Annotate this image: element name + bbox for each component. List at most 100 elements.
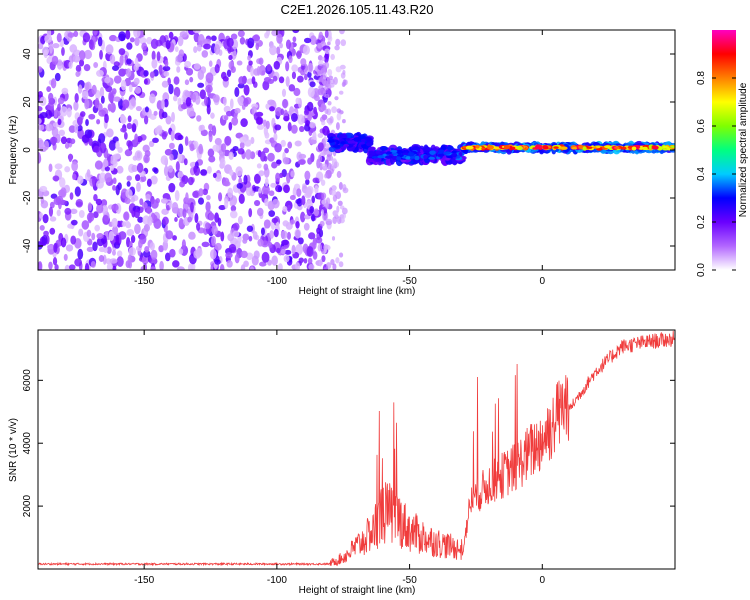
- spectrogram-cell: [111, 217, 118, 228]
- spectrogram-x-ticks: -150 -100 -50 0: [134, 30, 546, 287]
- spectrogram-cell: [282, 205, 288, 212]
- spectrogram-cell: [133, 77, 140, 85]
- spectrogram-cell: [322, 62, 326, 70]
- spectrogram-cell: [70, 138, 76, 145]
- spectrogram-cell: [325, 197, 331, 205]
- spectrogram-cell: [121, 221, 126, 227]
- spectrogram-cell: [243, 174, 248, 185]
- spectrogram-cell: [86, 169, 91, 178]
- spectrogram-cell: [172, 260, 180, 268]
- spectrogram-cell: [255, 42, 260, 51]
- spectrogram-cell: [327, 35, 333, 43]
- spectrogram-cell: [155, 198, 160, 204]
- spectrogram-cell: [323, 243, 329, 251]
- spectrogram-cell: [305, 119, 311, 127]
- spectrogram-cell: [81, 220, 90, 230]
- spectrogram-cell: [130, 96, 136, 107]
- spectrogram-cell: [140, 266, 146, 270]
- spectrogram-cell: [228, 54, 233, 61]
- spectrogram-cell: [100, 199, 108, 207]
- spectrogram-cell: [174, 216, 178, 223]
- spectrogram-cell: [120, 127, 127, 133]
- spectrogram-cell: [327, 68, 333, 77]
- spectrogram-cell: [180, 103, 189, 110]
- spectrogram-cell: [652, 145, 659, 150]
- spectrogram-cell: [262, 147, 270, 154]
- spectrogram-cell: [258, 64, 266, 76]
- snr-x-ticks: -150 -100 -50 0: [134, 330, 546, 586]
- spectrogram-cell: [156, 51, 161, 62]
- spectrogram-cell: [153, 167, 159, 174]
- spectrogram-cell: [242, 238, 248, 244]
- spectrogram-cell: [308, 232, 316, 240]
- spectrogram-cell: [247, 37, 255, 49]
- spectrogram-cell: [340, 39, 347, 47]
- spectrogram-cell: [329, 115, 334, 124]
- spectrogram-cell: [95, 89, 101, 100]
- spectrogram-cell: [144, 150, 151, 158]
- spectrogram-y-tick-label: 0: [22, 147, 33, 153]
- spectrogram-cell: [165, 39, 171, 50]
- spectrogram-cell: [256, 66, 261, 76]
- spectrogram-cell: [266, 63, 272, 72]
- spectrogram-cell: [98, 133, 106, 144]
- spectrogram-cell: [198, 143, 203, 155]
- spectrogram-cell: [196, 115, 202, 122]
- spectrogram-cell: [322, 125, 330, 136]
- spectrogram-cell: [335, 257, 340, 264]
- spectrogram-cell: [151, 59, 158, 69]
- spectrogram-cell: [239, 141, 245, 149]
- spectrogram-cell: [256, 124, 265, 130]
- spectrogram-cell: [341, 207, 348, 215]
- spectrogram-marks: [38, 30, 675, 270]
- spectrogram-cell: [172, 235, 177, 241]
- spectrogram-cell: [328, 155, 334, 161]
- spectrogram-cell: [144, 246, 150, 253]
- colorbar-ticks: 0.0 0.2 0.4 0.6 0.8: [696, 71, 736, 277]
- spectrogram-cell: [238, 76, 245, 85]
- spectrogram-cell: [99, 49, 103, 60]
- spectrogram-cell: [109, 54, 116, 64]
- spectrogram-cell: [191, 93, 196, 103]
- spectrogram-cell: [274, 142, 282, 153]
- spectrogram-cell: [38, 139, 45, 150]
- spectrogram-cell: [229, 210, 238, 219]
- spectrogram-cell: [160, 198, 169, 204]
- spectrogram-cell: [226, 69, 232, 77]
- spectrogram-cell: [38, 106, 43, 112]
- spectrogram-cell: [256, 163, 262, 169]
- spectrogram-cell: [120, 79, 127, 91]
- spectrogram-cell: [282, 156, 290, 165]
- spectrogram-cell: [131, 164, 138, 173]
- spectrogram-cell: [171, 201, 179, 213]
- spectrogram-cell: [534, 144, 543, 150]
- spectrogram-cell: [84, 49, 92, 60]
- snr-x-tick-label: 0: [540, 575, 546, 586]
- spectrogram-y-ticks: -40 -20 0 20 40: [22, 48, 675, 253]
- spectrogram-cell: [41, 46, 50, 56]
- spectrogram-cell: [159, 260, 164, 270]
- spectrogram-cell: [475, 144, 480, 149]
- spectrogram-cell: [106, 246, 112, 254]
- spectrogram-cell: [227, 187, 234, 198]
- spectrogram-cell: [69, 192, 74, 200]
- spectrogram-cell: [167, 165, 174, 173]
- spectrogram-cell: [347, 140, 356, 144]
- spectrogram-cell: [109, 34, 117, 42]
- spectrogram-cell: [54, 264, 59, 270]
- spectrogram-cell: [375, 150, 383, 155]
- spectrogram-cell: [237, 96, 245, 105]
- spectrogram-cell: [296, 197, 303, 207]
- spectrogram-cell: [331, 158, 338, 167]
- spectrogram-cell: [237, 215, 243, 225]
- spectrogram-cell: [193, 63, 201, 70]
- spectrogram-cell: [127, 254, 132, 265]
- spectrogram-cell: [165, 252, 171, 262]
- spectrogram-cell: [82, 32, 91, 43]
- spectrogram-cell: [150, 249, 158, 260]
- spectrogram-cell: [428, 156, 436, 160]
- spectrogram-cell: [229, 98, 234, 109]
- spectrogram-cell: [228, 243, 237, 253]
- spectrogram-cell: [366, 158, 375, 163]
- spectrogram-cell: [396, 156, 402, 161]
